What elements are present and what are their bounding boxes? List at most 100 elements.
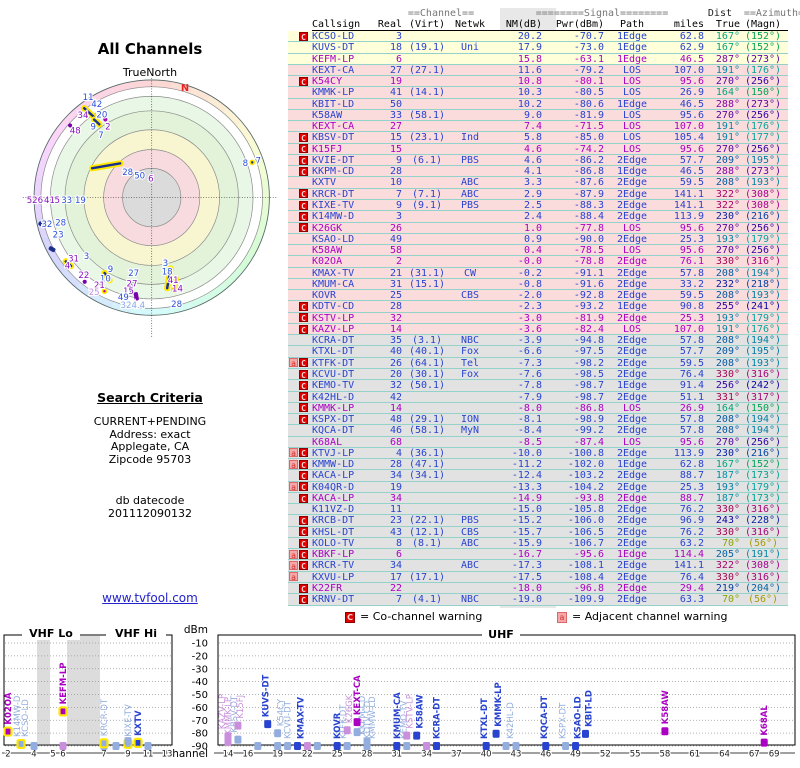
- station-marker-bar: [89, 160, 124, 172]
- x-tick-label: 43: [511, 750, 522, 760]
- group-signal: ========Signal========: [535, 8, 669, 19]
- station-label: KCSO-LD: [21, 699, 31, 737]
- station-label: KEFM-LP: [59, 663, 69, 705]
- station-marker-bar: [38, 221, 46, 228]
- co-channel-flag-icon: C: [299, 448, 308, 458]
- station-marker-dot: [68, 123, 73, 128]
- table-row: C K22FR 22 -18.0 -96.8 2Edge 29.4 219° (204°): [288, 583, 788, 595]
- station-label: K42HL-D: [506, 702, 516, 739]
- y-tick-label: -10: [192, 639, 208, 650]
- x-tick-label: 49: [570, 750, 581, 760]
- x-tick-label: 34: [421, 750, 432, 760]
- col-pwr: Pwr(dBm): [555, 19, 604, 30]
- table-row: a C KBKF-LP 6 -16.7 -95.6 1Edge 114.4 205° (191°): [288, 549, 788, 561]
- co-channel-flag-icon: C: [299, 403, 308, 413]
- station-bar: [433, 742, 441, 750]
- co-channel-flag-icon: C: [299, 76, 308, 87]
- station-marker-bar: [133, 292, 139, 301]
- table-row: C K15FJ 15 4.6 -74.2 LOS 95.6 270° (256°): [288, 143, 788, 155]
- tvfool-link[interactable]: www.tvfool.com: [102, 591, 198, 605]
- station-bar: [234, 735, 242, 744]
- x-tick-label: 46: [540, 750, 551, 760]
- table-row: KTXL-DT 40 (40.1) Fox -6.6 -97.5 2Edge 57.7 209°…: [288, 346, 788, 358]
- table-row: C K54CY 19 10.8 -80.1 LOS 95.6 270° (256°): [288, 76, 788, 88]
- station-label: K58AW: [416, 694, 426, 729]
- table-row: C KACA-LP 34 -14.9 -93.8 2Edge 88.7 187° (173°): [288, 492, 788, 505]
- adjacent-flag-icon: a: [289, 482, 298, 492]
- station-label: KMMW-LD: [368, 696, 378, 739]
- table-row: a C KMMW-LD 28 (47.1) -11.2 -102.0 1Edge 62.8 167…: [288, 459, 788, 471]
- radar-channel-label: 5: [54, 196, 59, 206]
- radar-channel-label: 49: [118, 293, 129, 303]
- co-channel-flag-icon: C: [299, 155, 308, 166]
- adjacent-flag-icon: a: [289, 561, 298, 571]
- station-bar: [99, 738, 109, 749]
- station-bar: [572, 742, 580, 750]
- x-tick-label: 22: [302, 750, 313, 760]
- y-tick-label: -80: [192, 729, 208, 740]
- station-label: K58AW: [661, 690, 671, 725]
- radar-channel-label: 10: [100, 274, 111, 284]
- x-tick-label: 11: [143, 750, 154, 760]
- station-label: KSAO-LD: [574, 696, 584, 739]
- group-channel: ==Channel==: [407, 8, 475, 19]
- co-channel-flag-icon: C: [299, 583, 308, 594]
- legend-co-channel: C = Co-channel warning: [345, 611, 482, 623]
- station-label: KMUM-CA: [393, 692, 403, 739]
- table-row: a C KTVJ-LP 4 (36.1) -10.0 -100.8 2Edge 113.9 230…: [288, 447, 788, 460]
- x-tick-label: 58: [660, 750, 671, 760]
- station-label: KMMK-LP: [494, 682, 504, 727]
- radar-channel-label: 9: [91, 122, 96, 132]
- station-label: KDTV-CD: [363, 700, 373, 739]
- table-row: C KSPX-DT 48 (29.1) ION -8.1 -98.9 2Edge 57.8 208…: [288, 414, 788, 426]
- radar-channel-label: 526: [27, 196, 43, 206]
- x-tick-label: 31: [391, 750, 402, 760]
- adjacent-flag-icon: a: [557, 611, 567, 623]
- table-row: C KDTV-CD 28 -2.3 -93.2 1Edge 90.8 255° (241°): [288, 301, 788, 313]
- station-bar: [393, 742, 401, 750]
- radar-title: All Channels: [97, 40, 203, 58]
- legend-adjacent: a = Adjacent channel warning: [557, 611, 728, 623]
- station-label: KSPX-DT: [559, 702, 569, 739]
- x-tick-label: 16: [242, 750, 253, 760]
- radar-channel-label: 11: [83, 93, 94, 103]
- col-virt: (Virt): [408, 19, 446, 30]
- co-channel-flag-icon: C: [299, 369, 308, 380]
- station-label: KEMO-TV: [400, 700, 410, 739]
- radar-channel-label: 28: [55, 219, 66, 229]
- table-row: C KRCB-DT 23 (22.1) PBS -15.2 -106.0 2Edge 96.9 2…: [288, 515, 788, 527]
- col-magn: (Magn): [744, 19, 782, 30]
- table-row: KMAX-TV 21 (31.1) CW -0.2 -91.1 2Edge 57.8 208°(…: [288, 267, 788, 279]
- radar-channel-label: 20: [96, 110, 107, 120]
- x-tick-label: 25: [332, 750, 343, 760]
- station-bar: [343, 726, 351, 735]
- station-bar: [661, 727, 669, 736]
- co-channel-flag-icon: C: [299, 516, 308, 526]
- station-marker-dot: [82, 279, 87, 284]
- table-row: KCRA-DT 35 (3.1) NBC -3.9 -94.8 2Edge 57.8 208°(…: [288, 335, 788, 347]
- fm-gap-band: [37, 636, 50, 744]
- station-marker-bar: [48, 246, 56, 253]
- table-row: KBIT-LD 50 10.2 -80.6 1Edge 46.5 288° (273°): [288, 98, 788, 110]
- station-bar: [403, 742, 411, 750]
- co-channel-flag-icon: C: [299, 549, 308, 560]
- col-miles: miles: [673, 19, 704, 30]
- radar-channel-label: 6: [148, 175, 153, 185]
- adjacent-flag-icon: a: [289, 448, 298, 458]
- radar-channel-label: 32: [41, 220, 52, 230]
- station-bar: [482, 742, 490, 750]
- station-label: KKPM-CD: [358, 695, 368, 735]
- station-label: KOVR: [333, 712, 343, 739]
- header-underline: [312, 30, 788, 31]
- table-row: KQCA-DT 46 (58.1) MyN -8.4 -99.2 2Edge 57.8 208°…: [288, 425, 788, 437]
- x-tick-label: 6: [60, 750, 65, 760]
- table-row: K02OA 2 -0.0 -78.8 2Edge 76.1 330° (316°): [288, 256, 788, 268]
- station-label: KCRA-DT: [433, 697, 443, 739]
- table-row: KUVS-DT 18 (19.1) Uni 17.9 -73.0 1Edge 62.9 167°…: [288, 42, 788, 54]
- table-column-header: Callsign Real (Virt) Netwk NM(dB) Pwr(dB…: [288, 19, 788, 30]
- table-row: C KHSL-DT 43 (12.1) CBS -15.7 -106.5 2Edge 76.2 3…: [288, 526, 788, 538]
- station-bar: [30, 742, 38, 750]
- search-mode: CURRENT+PENDING: [93, 415, 207, 428]
- y-tick-label: -20: [192, 651, 208, 662]
